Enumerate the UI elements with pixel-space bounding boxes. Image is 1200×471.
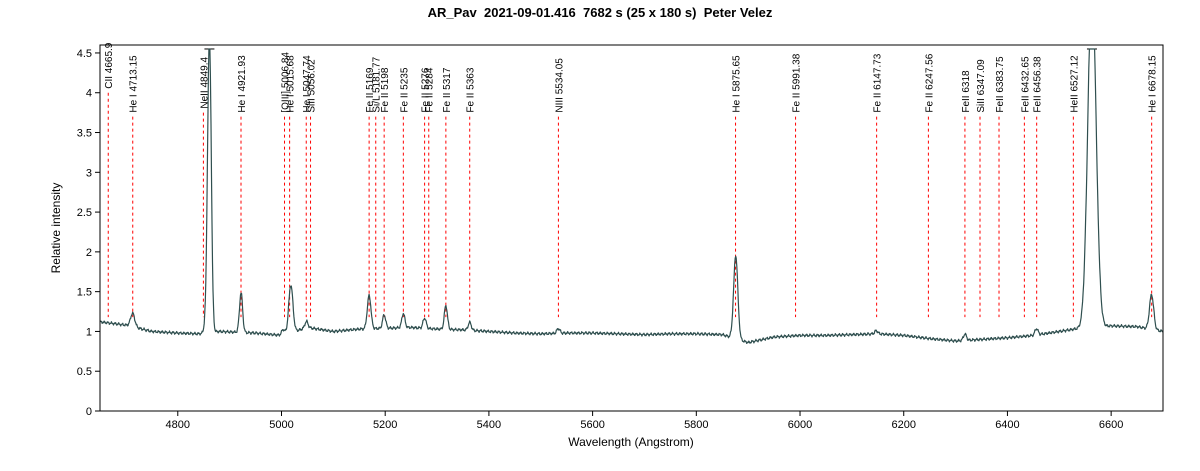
y-tick-label: 3 xyxy=(86,167,92,179)
x-tick-label: 5400 xyxy=(477,419,501,431)
y-tick-label: 4 xyxy=(86,88,92,100)
y-axis-title: Relative intensity xyxy=(49,183,63,274)
x-tick-label: 5200 xyxy=(373,419,397,431)
line-id-label: Fe II 5276 xyxy=(421,67,432,112)
line-id-label: HeII 6527.12 xyxy=(1069,55,1080,113)
y-tick-label: 4.5 xyxy=(77,48,92,60)
chart-title: AR_Pav 2021-09-01.416 7682 s (25 x 180 s… xyxy=(427,5,773,20)
line-id-label: CII 4665.9 xyxy=(104,42,115,89)
line-id-label: Fe II 5169 xyxy=(365,67,376,112)
line-id-label: FeII 6383.75 xyxy=(995,56,1006,113)
line-id-label: Fe II 5363 xyxy=(466,67,477,112)
line-id-label: Fe II 5198 xyxy=(380,67,391,112)
x-tick-label: 6000 xyxy=(788,419,812,431)
line-id-label: He I 6678.15 xyxy=(1148,55,1159,113)
line-id-label: He I 5875.65 xyxy=(732,55,743,113)
line-id-label: FeII 6318 xyxy=(961,70,972,113)
line-id-label: FeII 6456.38 xyxy=(1033,56,1044,113)
line-id-label: He I 4713.15 xyxy=(129,55,140,113)
spectrum-line xyxy=(99,48,1164,344)
x-tick-label: 5800 xyxy=(684,419,708,431)
x-tick-label: 6600 xyxy=(1099,419,1123,431)
line-id-markers: CII 4665.9 He I 4713.15 NeII 4849.4 He I 49… xyxy=(104,42,1159,318)
x-axis-title: Wavelength (Angstrom) xyxy=(568,435,694,449)
x-tick-label: 6200 xyxy=(891,419,915,431)
line-id-label: He I 5047.74 xyxy=(302,55,313,113)
line-id-label: He I 4921.93 xyxy=(237,55,248,113)
x-tick-label: 5000 xyxy=(269,419,293,431)
plot-frame xyxy=(99,44,1164,412)
line-id-label: He I 5015.68 xyxy=(286,55,297,113)
line-id-label: NIII 5534.05 xyxy=(554,58,565,113)
x-tick-label: 4800 xyxy=(166,419,190,431)
line-id-label: Fe II 5317 xyxy=(442,67,453,112)
y-tick-label: 2.5 xyxy=(77,207,92,219)
line-id-label: NeII 4849.4 xyxy=(199,57,210,109)
line-id-label: SiII 5056.02 xyxy=(307,59,318,113)
line-id-label: FeII 6432.65 xyxy=(1020,56,1031,113)
axis-ticks: 4800 5000 5200 5400 5600 5800 6000 6200 6400 6600… xyxy=(77,48,1124,431)
line-id-label: Fe II 6247.56 xyxy=(924,53,935,112)
line-id-label: Fe II 5284 xyxy=(425,67,436,112)
line-id-label: Fe II 6147.73 xyxy=(873,53,884,112)
y-tick-label: 1 xyxy=(86,326,92,338)
line-id-label: Si/L 5181.77 xyxy=(372,56,383,112)
line-id-label: SiII 6347.09 xyxy=(976,59,987,113)
plot-background xyxy=(100,45,1163,411)
y-tick-label: 1.5 xyxy=(77,287,92,299)
y-tick-label: 3.5 xyxy=(77,128,92,140)
y-tick-label: 2 xyxy=(86,247,92,259)
line-id-label: Fe II 5991.38 xyxy=(792,53,803,112)
line-id-label: [OIII] 5006.84 xyxy=(281,52,292,113)
y-tick-label: 0.5 xyxy=(77,366,92,378)
x-tick-label: 6400 xyxy=(995,419,1019,431)
x-tick-label: 5600 xyxy=(580,419,604,431)
y-tick-label: 0 xyxy=(86,406,92,418)
line-id-label: Fe II 5235 xyxy=(399,67,410,112)
